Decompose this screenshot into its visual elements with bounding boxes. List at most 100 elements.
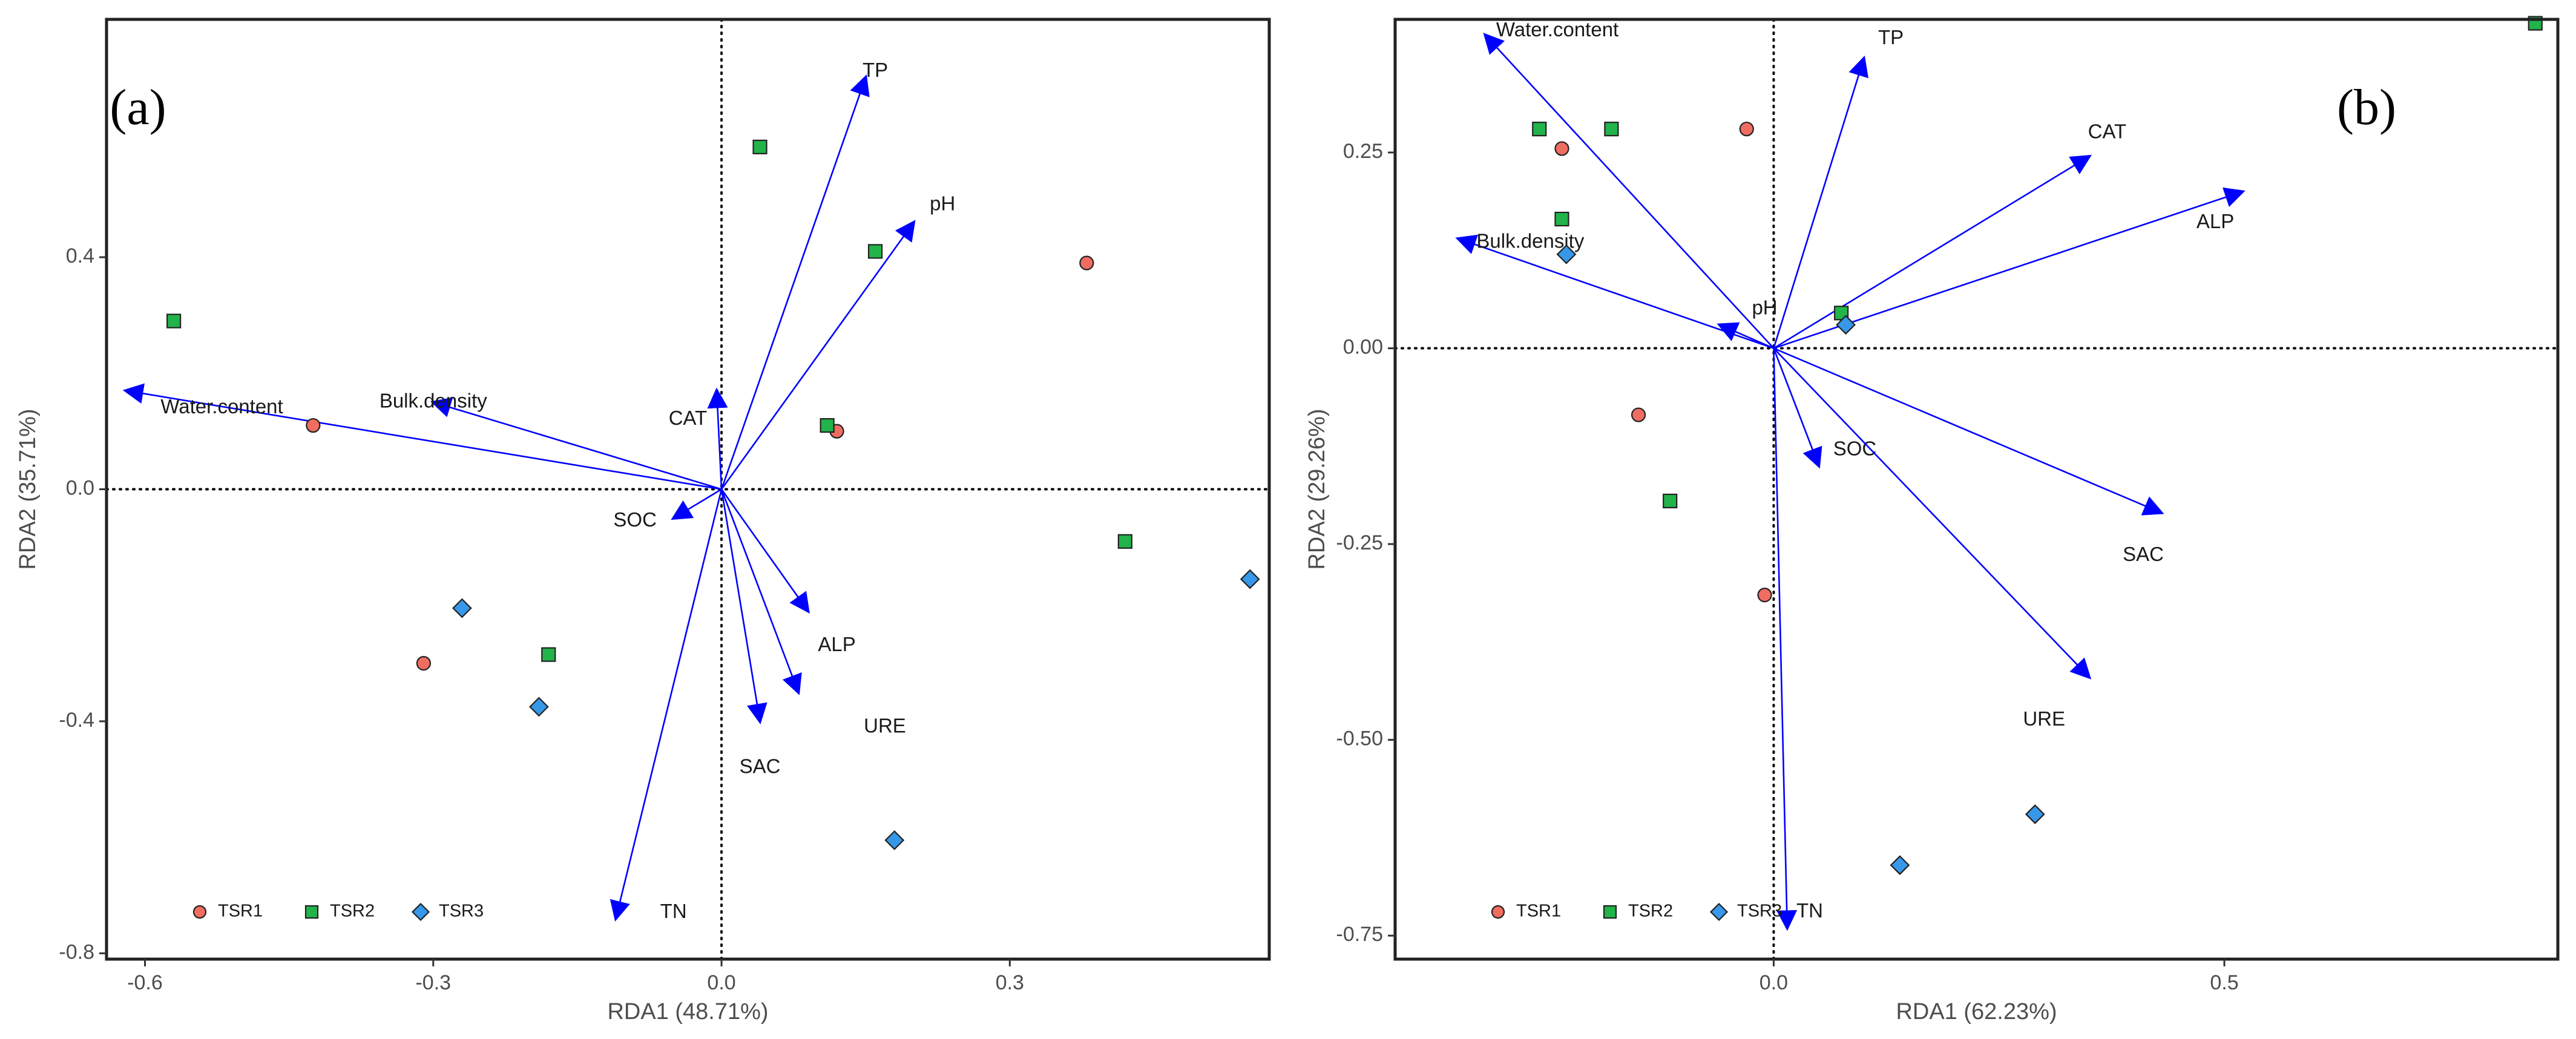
y-axis-title: RDA2 (29.26%) bbox=[1304, 408, 1330, 569]
arrow-bulk-density bbox=[430, 397, 722, 490]
point-tsr3-3 bbox=[2025, 804, 2045, 824]
arrow-label-alp: ALP bbox=[2196, 210, 2234, 232]
legend-marker-tsr3 bbox=[411, 902, 430, 922]
x-tick-label: 0.0 bbox=[1760, 971, 1788, 994]
x-tick-label: 0.5 bbox=[2210, 971, 2238, 994]
legend-label-tsr1: TSR1 bbox=[218, 902, 263, 921]
point-tsr2-6 bbox=[541, 647, 556, 662]
arrow-label-cat: CAT bbox=[2088, 120, 2127, 142]
point-tsr1-2 bbox=[416, 655, 432, 671]
y-tick-label: -0.50 bbox=[1336, 727, 1384, 750]
arrow-label-ph: pH bbox=[1752, 297, 1777, 319]
legend-marker-tsr2 bbox=[304, 905, 319, 919]
arrow-cat bbox=[707, 387, 728, 490]
arrow-sac bbox=[720, 489, 767, 724]
arrow-tp bbox=[1773, 55, 1869, 349]
point-tsr3-4 bbox=[1890, 855, 1910, 876]
point-tsr1-1 bbox=[306, 418, 321, 433]
arrow-tn bbox=[1773, 348, 1798, 931]
arrow-label-cat: CAT bbox=[669, 407, 708, 429]
point-tsr2-5 bbox=[1663, 493, 1678, 509]
panel-label: (a) bbox=[110, 79, 166, 136]
y-tick-label: -0.8 bbox=[59, 940, 94, 963]
x-axis-title: RDA1 (62.23%) bbox=[1896, 999, 2057, 1024]
point-tsr3-1 bbox=[452, 598, 472, 618]
y-tick-label: -0.25 bbox=[1336, 531, 1384, 554]
arrow-ph bbox=[1717, 322, 1774, 349]
y-tick-label: 0.00 bbox=[1343, 336, 1383, 359]
y-tick-label: 0.4 bbox=[66, 244, 94, 267]
x-axis-title: RDA1 (48.71%) bbox=[607, 999, 768, 1024]
arrow-ure bbox=[1773, 347, 2092, 680]
arrow-label-alp: ALP bbox=[818, 633, 855, 655]
x-tick-label: -0.3 bbox=[415, 971, 451, 994]
x-tick-label: 0.3 bbox=[996, 971, 1024, 994]
arrow-label-ure: URE bbox=[864, 714, 906, 736]
panel-b: Water.content TPCATALPBulk.densitypHSOCSA… bbox=[1304, 16, 2560, 1024]
arrow-label-tn: TN bbox=[660, 900, 687, 922]
legend-label-tsr1: TSR1 bbox=[1516, 902, 1561, 921]
arrow-label-ure: URE bbox=[2023, 707, 2065, 730]
y-axis-title: RDA2 (35.71%) bbox=[15, 408, 41, 569]
legend-label-tsr3: TSR3 bbox=[1737, 902, 1782, 921]
x-tick-label: -0.6 bbox=[127, 971, 163, 994]
legend-marker-tsr3 bbox=[1709, 902, 1729, 922]
point-tsr2-2 bbox=[752, 139, 767, 155]
point-tsr2-1 bbox=[1532, 122, 1547, 137]
arrow-label-bulk-density: Bulk.density bbox=[380, 389, 487, 411]
legend-label-tsr3: TSR3 bbox=[439, 902, 484, 921]
arrow-ph bbox=[721, 220, 916, 490]
point-tsr2-5 bbox=[1117, 534, 1132, 549]
arrow-water-content bbox=[1483, 33, 1775, 349]
panel-label: (b) bbox=[2337, 79, 2396, 136]
arrow-ure bbox=[720, 489, 802, 695]
arrow-label-tn: TN bbox=[1796, 899, 1823, 922]
legend-marker-tsr2 bbox=[1603, 905, 1617, 919]
point-tsr1-2 bbox=[1739, 122, 1754, 137]
legend-label-tsr2: TSR2 bbox=[330, 902, 375, 921]
point-tsr1-4 bbox=[1757, 588, 1772, 603]
point-tsr2-3 bbox=[1554, 211, 1569, 227]
arrow-soc bbox=[671, 488, 722, 520]
arrow-alp bbox=[721, 488, 810, 614]
arrow-label-ph: pH bbox=[930, 192, 955, 214]
arrow-label-tp: TP bbox=[862, 59, 888, 81]
arrow-label-water-content: Water.content bbox=[1496, 18, 1618, 41]
point-tsr1-3 bbox=[1079, 255, 1094, 270]
point-tsr3-2 bbox=[1836, 315, 1856, 335]
arrow-soc bbox=[1773, 348, 1822, 469]
arrow-tn bbox=[610, 489, 723, 922]
point-tsr2-4 bbox=[820, 418, 835, 433]
y-tick-label: 0.25 bbox=[1343, 140, 1383, 163]
point-tsr2-3 bbox=[867, 244, 883, 259]
arrow-tp bbox=[720, 74, 870, 490]
legend: TSR1 TSR2 TSR3 bbox=[1491, 902, 1782, 922]
legend: TSR1 TSR2 TSR3 bbox=[192, 902, 484, 922]
arrow-label-water-content: Water.content bbox=[160, 395, 283, 418]
arrow-label-sac: SAC bbox=[740, 755, 781, 777]
arrow-label-soc: SOC bbox=[613, 508, 657, 531]
y-tick-label: -0.75 bbox=[1336, 923, 1384, 946]
legend-marker-tsr1 bbox=[192, 905, 207, 919]
point-tsr1-3 bbox=[1631, 407, 1646, 422]
point-tsr3-1 bbox=[1556, 244, 1577, 264]
point-tsr3-3 bbox=[1240, 569, 1260, 589]
x-tick-label: 0.0 bbox=[707, 971, 735, 994]
point-tsr3-4 bbox=[884, 830, 905, 850]
arrow-label-tp: TP bbox=[1878, 26, 1904, 48]
plot-frame bbox=[1393, 18, 2560, 961]
arrow-bulk-density bbox=[1455, 234, 1774, 349]
y-tick-label: -0.4 bbox=[59, 709, 94, 732]
legend-marker-tsr1 bbox=[1491, 905, 1505, 919]
point-tsr2-2 bbox=[1604, 122, 1619, 137]
arrow-water-content bbox=[122, 383, 722, 490]
point-tsr1-1 bbox=[1554, 141, 1569, 156]
point-tsr3-2 bbox=[529, 696, 549, 717]
point-tsr2-1 bbox=[166, 313, 182, 329]
arrow-label-sac: SAC bbox=[2123, 543, 2164, 565]
y-tick-label: 0.0 bbox=[66, 476, 94, 499]
legend-label-tsr2: TSR2 bbox=[1628, 902, 1673, 921]
panel-a: TP pH Water.content Bulk.density CAT SOC ALP UR… bbox=[15, 18, 1271, 1024]
arrow-cat bbox=[1773, 154, 2092, 349]
